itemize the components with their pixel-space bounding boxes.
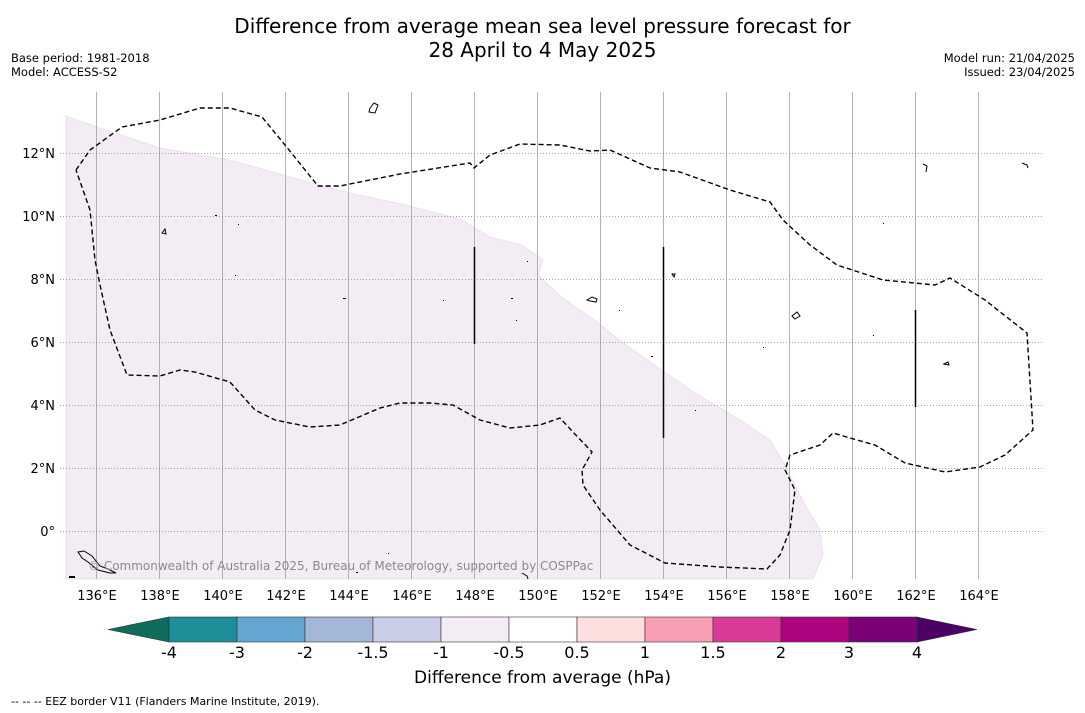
lat-tick: 10°N xyxy=(22,210,55,225)
issued-label: Issued: 23/04/2025 xyxy=(964,65,1075,79)
colorbar-cell xyxy=(712,616,782,643)
colorbar-cell xyxy=(236,616,306,643)
colorbar-label: 2 xyxy=(776,643,786,662)
colorbar-cell xyxy=(848,616,918,643)
lat-tick: 6°N xyxy=(31,336,56,351)
lon-tick-labels: 136°E 138°E 140°E 142°E 144°E 146°E 148°… xyxy=(77,589,999,604)
colorbar-label: -3 xyxy=(229,643,245,662)
lat-tick: 8°N xyxy=(31,273,56,288)
lat-gridlines xyxy=(60,153,1043,532)
eez-palau-fsm-west xyxy=(75,107,1034,570)
colorbar-under-arrow xyxy=(107,616,170,643)
colorbar-cell xyxy=(508,616,578,643)
colorbar-cell xyxy=(644,616,714,643)
colorbar-labels: -4 -3 -2 -1.5 -1 -0.5 0.5 1 1.5 2 3 4 xyxy=(161,643,922,662)
lon-tick: 162°E xyxy=(896,589,936,604)
colorbar-label: 4 xyxy=(912,643,922,662)
colorbar-label: -1 xyxy=(433,643,449,662)
lon-tick: 142°E xyxy=(266,589,306,604)
colorbar-cell xyxy=(168,616,238,643)
lon-tick: 138°E xyxy=(140,589,180,604)
colorbar-cell xyxy=(440,616,510,643)
colorbar-label: 1 xyxy=(640,643,650,662)
shaded-region xyxy=(65,115,824,580)
lon-tick: 146°E xyxy=(392,589,432,604)
islands xyxy=(77,102,1029,580)
colorbar-label: -1.5 xyxy=(357,643,388,662)
lon-tick: 160°E xyxy=(833,589,873,604)
copyright-notice: © Commonwealth of Australia 2025, Bureau… xyxy=(88,559,593,573)
chart-title: Difference from average mean sea level p… xyxy=(0,14,1085,62)
colorbar-label: 0.5 xyxy=(564,643,589,662)
lon-tick: 154°E xyxy=(644,589,684,604)
colorbar-cell xyxy=(372,616,442,643)
colorbar-label: -0.5 xyxy=(493,643,524,662)
footnote: -- -- -- EEZ border V11 (Flanders Marine… xyxy=(11,695,320,708)
colorbar-cell xyxy=(576,616,646,643)
lat-tick: 4°N xyxy=(31,399,56,414)
lat-tick: 2°N xyxy=(31,462,56,477)
colorbar-over-arrow xyxy=(916,616,978,643)
lat-tick: 12°N xyxy=(22,147,55,162)
lon-tick: 158°E xyxy=(770,589,810,604)
colorbar-label: 1.5 xyxy=(700,643,725,662)
lon-tick: 148°E xyxy=(455,589,495,604)
colorbar-cell xyxy=(780,616,850,643)
lon-tick: 136°E xyxy=(77,589,117,604)
lon-tick: 144°E xyxy=(329,589,369,604)
meta-right: Model run: 21/04/2025 Issued: 23/04/2025 xyxy=(944,51,1075,79)
lon-tick: 156°E xyxy=(707,589,747,604)
model-label: Model: ACCESS-S2 xyxy=(11,65,118,79)
colorbar-title: Difference from average (hPa) xyxy=(414,668,671,688)
lon-tick: 164°E xyxy=(959,589,999,604)
title-line-1: Difference from average mean sea level p… xyxy=(234,14,851,38)
eez-borders xyxy=(75,107,1034,570)
colorbar-label: 3 xyxy=(844,643,854,662)
lat-tick-labels: 12°N 10°N 8°N 6°N 4°N 2°N 0° xyxy=(22,147,55,540)
meta-left: Base period: 1981-2018 Model: ACCESS-S2 xyxy=(11,51,150,79)
lon-tick: 150°E xyxy=(518,589,558,604)
colorbar-cell xyxy=(304,616,374,643)
lat-tick: 0° xyxy=(40,525,55,540)
colorbar-label: -4 xyxy=(161,643,177,662)
colorbar-label: -2 xyxy=(297,643,313,662)
segment-lines xyxy=(473,247,917,438)
islet-dots xyxy=(69,215,884,578)
colorbar-cells xyxy=(168,616,918,643)
lon-tick: 140°E xyxy=(203,589,243,604)
base-period-label: Base period: 1981-2018 xyxy=(11,51,150,65)
model-run-label: Model run: 21/04/2025 xyxy=(943,51,1075,65)
lon-tick: 152°E xyxy=(581,589,621,604)
title-line-2: 28 April to 4 May 2025 xyxy=(428,38,657,62)
